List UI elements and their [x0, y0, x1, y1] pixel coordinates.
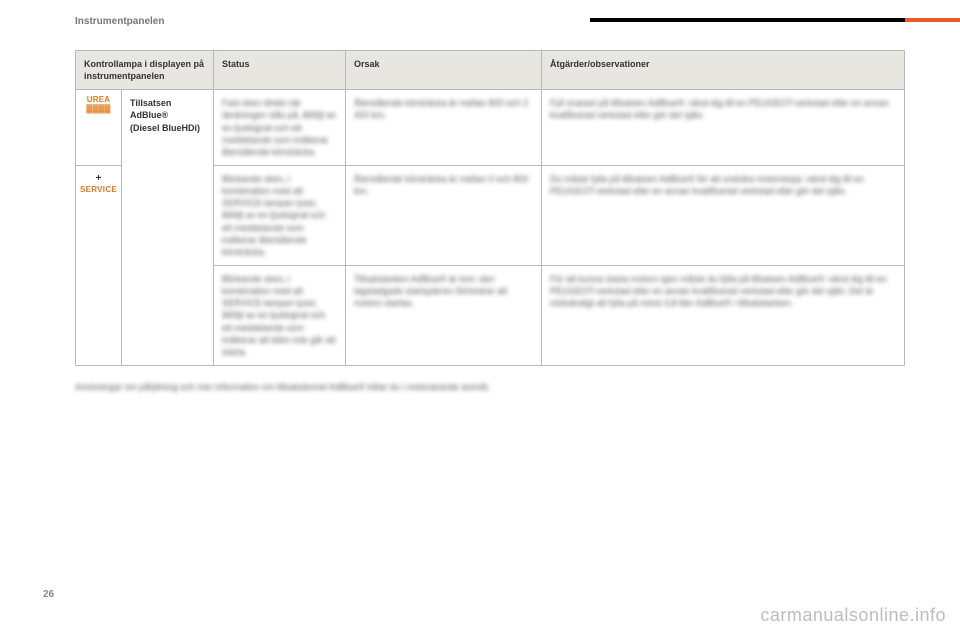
lamp-name-line3: (Diesel BlueHDi): [130, 123, 200, 133]
plus-icon: +: [78, 172, 119, 186]
urea-icon: UREA ▓▓▓▓: [78, 96, 119, 114]
section-title: Instrumentpanelen: [75, 16, 164, 27]
page-header: Instrumentpanelen: [0, 18, 960, 32]
cause-cell: Återstående körsträcka är mellan 800 och…: [346, 90, 542, 166]
service-icon: SERVICE: [78, 185, 119, 196]
table-row: UREA ▓▓▓▓ Tillsatsen AdBlue® (Diesel Blu…: [76, 90, 905, 166]
cause-cell: Återstående körsträcka är mellan 0 och 8…: [346, 165, 542, 265]
page-number: 26: [43, 589, 54, 600]
status-cell: Blinkande sken, i kombination med att SE…: [214, 165, 346, 265]
action-cell: Fyll snarast på tillsatsen AdBlue®: vänd…: [542, 90, 905, 166]
col-header-action: Åtgärder/observationer: [542, 51, 905, 90]
watermark-text: carmanualsonline.info: [760, 605, 946, 626]
main-content: Kontrollampa i displayen på instrumentpa…: [75, 50, 905, 392]
lamp-name-cell: Tillsatsen AdBlue® (Diesel BlueHDi): [122, 90, 214, 366]
warning-lamp-table: Kontrollampa i displayen på instrumentpa…: [75, 50, 905, 366]
lamp-name-line2: AdBlue®: [130, 110, 168, 120]
status-cell: Blinkande sken, i kombination med att SE…: [214, 265, 346, 365]
cause-cell: Tillsatstanken AdBlue® är tom: den lagst…: [346, 265, 542, 365]
service-lamp-icon-cell: + SERVICE: [76, 165, 122, 365]
table-header-row: Kontrollampa i displayen på instrumentpa…: [76, 51, 905, 90]
header-accent-bar: [590, 18, 960, 22]
lamp-name-line1: Tillsatsen: [130, 98, 171, 108]
action-cell: Du måste fylla på tillsatsen AdBlue® för…: [542, 165, 905, 265]
footnote-text: Anvisningar om påfyllning och mer inform…: [75, 382, 905, 392]
status-cell: Fast sken direkt när tändningen slås på,…: [214, 90, 346, 166]
col-header-status: Status: [214, 51, 346, 90]
urea-lamp-icon-cell: UREA ▓▓▓▓: [76, 90, 122, 166]
action-cell: För att kunna starta motorn igen måste d…: [542, 265, 905, 365]
col-header-lamp: Kontrollampa i displayen på instrumentpa…: [76, 51, 214, 90]
col-header-cause: Orsak: [346, 51, 542, 90]
